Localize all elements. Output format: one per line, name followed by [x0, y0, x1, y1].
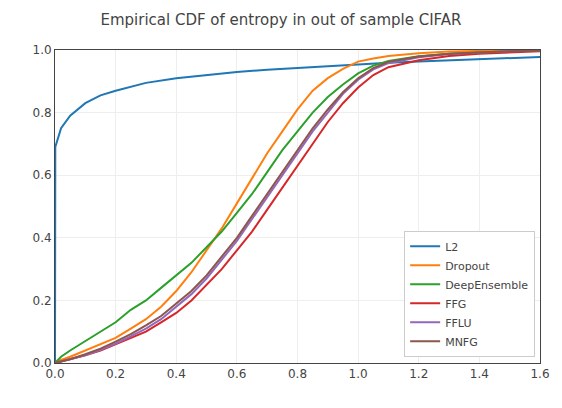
svg-text:0.0: 0.0 [45, 367, 64, 381]
svg-text:L2: L2 [445, 241, 458, 254]
svg-text:0.6: 0.6 [227, 367, 246, 381]
svg-text:FFG: FFG [445, 298, 466, 311]
svg-text:1.0: 1.0 [349, 367, 368, 381]
svg-text:DeepEnsemble: DeepEnsemble [445, 279, 528, 292]
svg-text:1.2: 1.2 [409, 367, 428, 381]
svg-text:0.4: 0.4 [167, 367, 186, 381]
svg-text:0.0: 0.0 [33, 356, 52, 370]
svg-text:0.8: 0.8 [33, 106, 52, 120]
svg-text:1.6: 1.6 [530, 367, 549, 381]
svg-text:MNFG: MNFG [445, 336, 478, 349]
svg-text:1.0: 1.0 [33, 43, 52, 57]
svg-text:FFLU: FFLU [445, 317, 471, 330]
svg-text:0.2: 0.2 [33, 294, 52, 308]
svg-text:Empirical CDF of entropy in ou: Empirical CDF of entropy in out of sampl… [100, 11, 461, 29]
svg-text:0.2: 0.2 [106, 367, 125, 381]
svg-text:Dropout: Dropout [445, 260, 490, 273]
svg-text:1.4: 1.4 [470, 367, 489, 381]
svg-text:0.8: 0.8 [288, 367, 307, 381]
svg-text:0.6: 0.6 [33, 168, 52, 182]
svg-text:0.4: 0.4 [33, 231, 52, 245]
